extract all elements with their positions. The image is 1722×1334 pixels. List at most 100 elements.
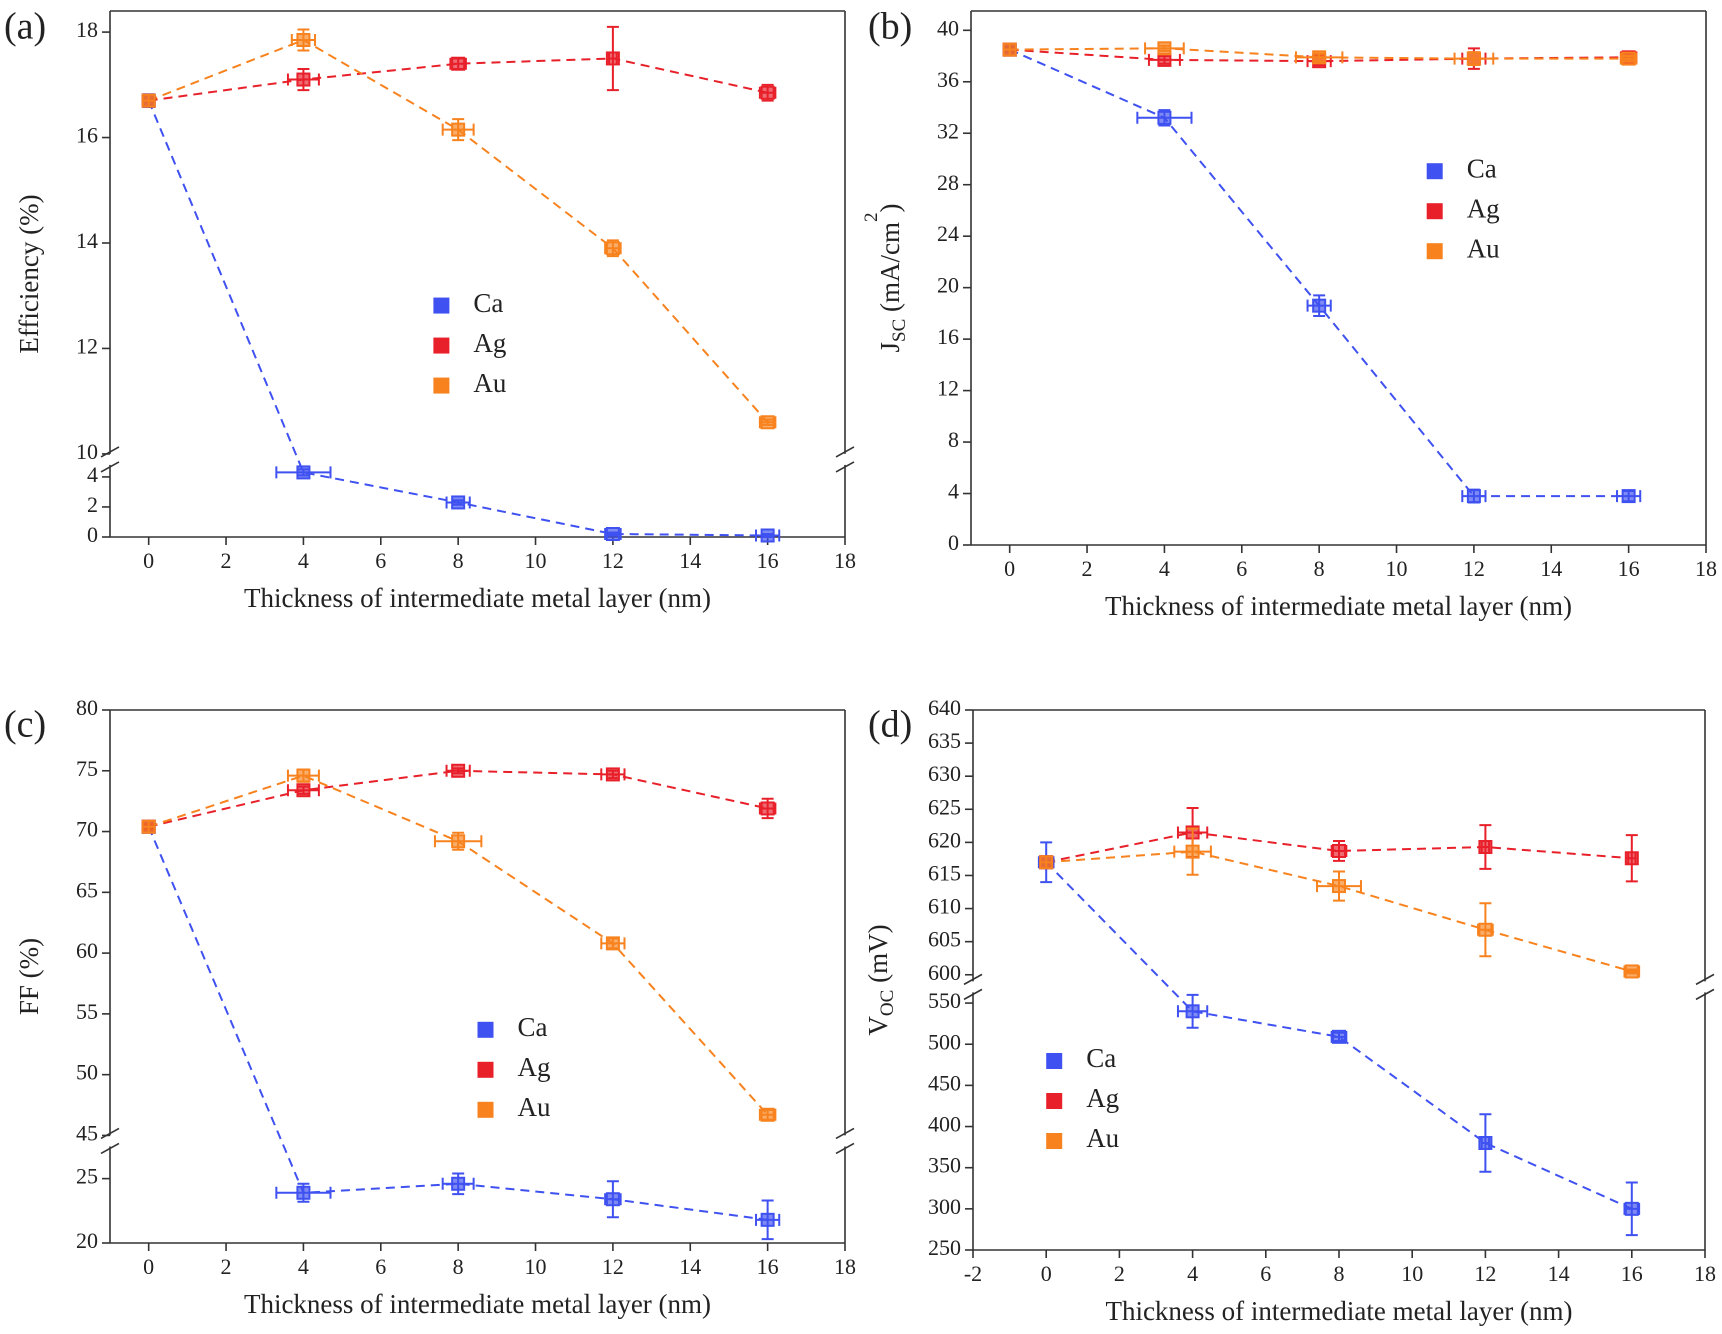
point — [451, 495, 466, 510]
x-tick-label: 18 — [1695, 556, 1717, 581]
y-tick-label: 12 — [76, 333, 98, 358]
point — [1466, 51, 1481, 66]
y-tick-label: 600 — [928, 960, 961, 985]
point — [1039, 855, 1054, 870]
point — [760, 415, 775, 430]
x-axis-label: Thickness of intermediate metal layer (n… — [244, 583, 711, 613]
axis-break — [835, 1142, 855, 1155]
point — [1332, 879, 1346, 894]
y-axis-label: FF (%) — [14, 938, 44, 1015]
y-tick-label: 610 — [928, 894, 961, 919]
y-axis-label: VOC (mV) — [863, 924, 898, 1035]
x-tick-label: 2 — [1114, 1261, 1125, 1286]
y-tick-label: 16 — [937, 324, 959, 349]
y-tick-label: 500 — [928, 1029, 961, 1054]
point — [296, 783, 311, 798]
x-tick-label: 8 — [1334, 1261, 1345, 1286]
legend-swatch — [433, 337, 450, 354]
y-tick-label: 4 — [87, 462, 98, 487]
point — [1002, 42, 1017, 57]
point — [605, 241, 620, 256]
axis-break — [100, 446, 120, 458]
panel-label: (c) — [4, 704, 46, 746]
y-tick-label: 14 — [76, 228, 98, 253]
y-tick-label: 4 — [948, 479, 959, 504]
point — [1312, 298, 1327, 313]
legend-swatch — [1046, 1133, 1063, 1149]
point — [296, 1185, 311, 1200]
x-tick-label: 10 — [1386, 556, 1408, 581]
x-tick-label: -2 — [964, 1261, 982, 1286]
point — [296, 768, 311, 783]
point — [1478, 922, 1493, 937]
y-tick-label: 10 — [76, 439, 98, 464]
axis-break — [963, 973, 983, 986]
legend-label: Ag — [1467, 193, 1500, 223]
axis-break — [100, 1142, 120, 1155]
x-tick-label: 16 — [1618, 556, 1640, 581]
x-tick-label: 0 — [1041, 1261, 1052, 1286]
series-line — [148, 774, 769, 1116]
point — [1478, 1136, 1493, 1150]
point — [296, 72, 311, 87]
point — [1157, 52, 1172, 67]
y-tick-label: 550 — [928, 988, 961, 1013]
point — [1621, 489, 1636, 504]
x-tick-label: 6 — [1236, 556, 1247, 581]
legend-label: Au — [473, 368, 506, 398]
legend-label: Au — [1086, 1123, 1119, 1153]
legend-swatch — [1426, 243, 1443, 260]
point — [1332, 1029, 1346, 1044]
point — [605, 936, 620, 951]
point — [1332, 843, 1346, 858]
x-tick-label: 14 — [1548, 1261, 1570, 1286]
legend-swatch — [1426, 203, 1443, 220]
x-tick-label: 2 — [221, 1254, 232, 1279]
y-tick-label: 300 — [928, 1194, 961, 1219]
y-tick-label: 2 — [87, 492, 98, 517]
point — [605, 767, 620, 782]
x-tick-label: 10 — [525, 1254, 547, 1279]
x-axis-label: Thickness of intermediate metal layer (n… — [1105, 1296, 1572, 1326]
series-line — [1045, 861, 1633, 1210]
point — [451, 1176, 466, 1191]
y-axis-label: JSC (mA/cm2) — [861, 204, 910, 353]
point — [1157, 110, 1172, 125]
axis-break — [835, 1127, 855, 1140]
y-tick-label: 80 — [76, 695, 98, 720]
legend-label: Ag — [473, 328, 506, 358]
x-tick-label: 12 — [1474, 1261, 1496, 1286]
point — [760, 85, 775, 100]
point — [1624, 964, 1639, 979]
y-tick-label: 75 — [76, 756, 98, 781]
axis-break — [100, 1127, 120, 1140]
point — [605, 526, 620, 541]
y-axis-label-part: 2 — [861, 213, 882, 223]
panel-label: (a) — [4, 6, 46, 48]
y-tick-label: 20 — [76, 1228, 98, 1253]
legend-label: Ca — [1086, 1043, 1116, 1073]
point — [760, 1107, 775, 1122]
x-tick-label: 8 — [1314, 556, 1325, 581]
y-axis-label: Efficiency (%) — [14, 194, 44, 353]
y-tick-label: 625 — [928, 794, 961, 819]
legend-label: Ca — [473, 288, 503, 318]
point — [1466, 489, 1481, 504]
point — [451, 56, 466, 71]
point — [760, 801, 775, 816]
axis-break — [835, 446, 855, 458]
legend-label: Ca — [1467, 153, 1497, 183]
y-axis-label-part: V — [863, 1016, 893, 1036]
y-tick-label: 620 — [928, 827, 961, 852]
x-tick-label: 14 — [679, 1254, 701, 1279]
y-tick-label: 640 — [928, 695, 961, 720]
x-axis-label: Thickness of intermediate metal layer (n… — [1105, 591, 1572, 621]
series-line — [1046, 850, 1633, 973]
point — [1624, 1201, 1639, 1216]
x-tick-label: 2 — [1082, 556, 1093, 581]
x-tick-label: 0 — [1004, 556, 1015, 581]
axis-break — [100, 461, 120, 473]
x-tick-label: 10 — [525, 548, 547, 573]
x-tick-label: 18 — [1694, 1261, 1716, 1286]
y-tick-label: 400 — [928, 1112, 961, 1137]
